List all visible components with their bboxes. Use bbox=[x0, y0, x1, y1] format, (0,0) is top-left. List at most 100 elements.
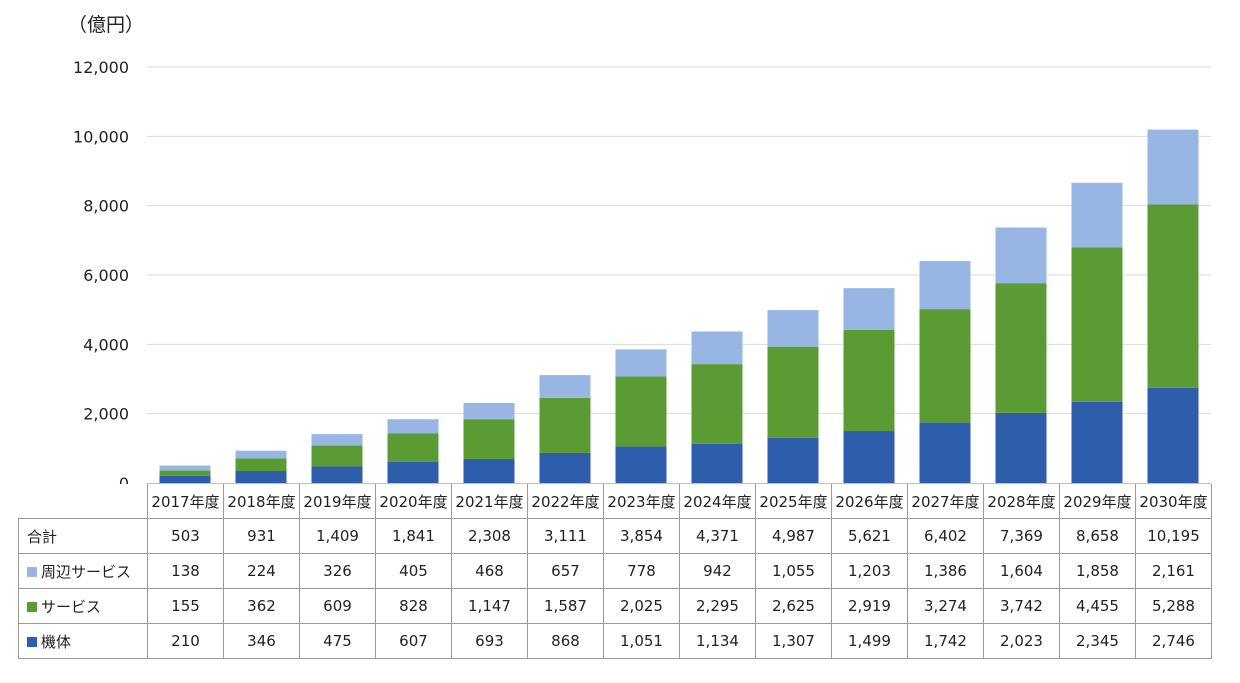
table-cell: 5,288 bbox=[1135, 588, 1212, 624]
table-corner bbox=[18, 484, 148, 519]
row-header: サービス bbox=[18, 588, 148, 624]
table-cell: 657 bbox=[527, 553, 604, 589]
bar-segment bbox=[1147, 204, 1199, 388]
bar-segment bbox=[767, 437, 819, 483]
table-cell: 2,625 bbox=[755, 588, 832, 624]
bar-segment bbox=[235, 458, 287, 472]
x-category-label: 2023年度 bbox=[603, 484, 680, 519]
table-cell: 475 bbox=[299, 623, 376, 659]
bar-segment bbox=[463, 419, 515, 459]
table-cell: 931 bbox=[223, 518, 300, 554]
table-cell: 2,295 bbox=[679, 588, 756, 624]
series-name: サービス bbox=[41, 597, 102, 616]
legend-swatch bbox=[27, 566, 37, 577]
row-header: 周辺サービス bbox=[18, 553, 148, 589]
table-cell: 2,025 bbox=[603, 588, 680, 624]
table-cell: 1,147 bbox=[451, 588, 528, 624]
table-cell: 3,742 bbox=[983, 588, 1060, 624]
table-cell: 6,402 bbox=[907, 518, 984, 554]
y-tick-label: 10,000 bbox=[73, 127, 129, 146]
table-cell: 405 bbox=[375, 553, 452, 589]
bar-segment bbox=[843, 431, 895, 483]
table-cell: 10,195 bbox=[1135, 518, 1212, 554]
x-category-label: 2018年度 bbox=[223, 484, 300, 519]
table-cell: 1,051 bbox=[603, 623, 680, 659]
bar-segment bbox=[539, 452, 591, 483]
bar-segment bbox=[235, 450, 287, 459]
table-row: 合計 503 931 1,409 1,841 2,308 3,111 3,854 4,371 4,… bbox=[18, 518, 1212, 554]
bar-segment bbox=[615, 446, 667, 483]
table-row: 周辺サービス 138 224 326 405 468 657 778 942 1,055 1,203… bbox=[18, 553, 1212, 589]
table-cell: 1,409 bbox=[299, 518, 376, 554]
y-tick-label: 4,000 bbox=[83, 335, 129, 354]
table-cell: 7,369 bbox=[983, 518, 1060, 554]
table-cell: 4,987 bbox=[755, 518, 832, 554]
table-cell: 2,919 bbox=[831, 588, 908, 624]
table-cell: 1,307 bbox=[755, 623, 832, 659]
bar-segment bbox=[387, 433, 439, 462]
table-cell: 155 bbox=[147, 588, 224, 624]
table-cell: 224 bbox=[223, 553, 300, 589]
table-cell: 503 bbox=[147, 518, 224, 554]
table-cell: 1,134 bbox=[679, 623, 756, 659]
table-cell: 468 bbox=[451, 553, 528, 589]
bar-segment bbox=[539, 375, 591, 398]
table-cell: 346 bbox=[223, 623, 300, 659]
table-cell: 778 bbox=[603, 553, 680, 589]
bar-segment bbox=[691, 443, 743, 483]
table-cell: 1,604 bbox=[983, 553, 1060, 589]
bar-segment bbox=[1071, 182, 1123, 248]
y-tick-label: 2,000 bbox=[83, 405, 129, 424]
table-cell: 210 bbox=[147, 623, 224, 659]
series-name: 合計 bbox=[27, 527, 58, 546]
y-tick-label: 8,000 bbox=[83, 197, 129, 216]
bar-segment bbox=[387, 419, 439, 434]
bar-segment bbox=[691, 331, 743, 365]
table-cell: 1,203 bbox=[831, 553, 908, 589]
bar-segment bbox=[539, 397, 591, 453]
table-cell: 3,854 bbox=[603, 518, 680, 554]
bar-segment bbox=[311, 466, 363, 483]
x-category-label: 2030年度 bbox=[1135, 484, 1212, 519]
x-category-label: 2026年度 bbox=[831, 484, 908, 519]
bar-segment bbox=[1071, 401, 1123, 483]
y-tick-label: 0 bbox=[119, 474, 129, 484]
bar-segment bbox=[463, 402, 515, 420]
legend-swatch bbox=[27, 636, 37, 647]
table-cell: 3,274 bbox=[907, 588, 984, 624]
bar-segment bbox=[463, 458, 515, 483]
table-cell: 4,455 bbox=[1059, 588, 1136, 624]
table-cell: 1,742 bbox=[907, 623, 984, 659]
table-cell: 1,858 bbox=[1059, 553, 1136, 589]
bar-segment bbox=[919, 422, 971, 483]
bar-segment bbox=[1147, 387, 1199, 483]
table-cell: 868 bbox=[527, 623, 604, 659]
unit-label: （億円） bbox=[68, 14, 145, 36]
stacked-bar-chart: 0 2,000 4,000 6,000 8,000 10,000 12,000 bbox=[73, 58, 1211, 484]
table-cell: 1,841 bbox=[375, 518, 452, 554]
row-header: 機体 bbox=[18, 623, 148, 659]
table-row: サービス 155 362 609 828 1,147 1,587 2,025 2,295 2,62… bbox=[18, 588, 1212, 624]
table-cell: 1,386 bbox=[907, 553, 984, 589]
bar-segment bbox=[919, 309, 971, 423]
y-tick-label: 6,000 bbox=[83, 266, 129, 285]
table-cell: 8,658 bbox=[1059, 518, 1136, 554]
x-category-label: 2019年度 bbox=[299, 484, 376, 519]
bar-segment bbox=[995, 412, 1047, 483]
bar-segment bbox=[159, 470, 211, 476]
legend-swatch bbox=[27, 601, 37, 612]
bar-segment bbox=[311, 445, 363, 467]
bar-segment bbox=[995, 283, 1047, 413]
bar-segment bbox=[843, 288, 895, 330]
table-cell: 2,345 bbox=[1059, 623, 1136, 659]
x-category-label: 2017年度 bbox=[147, 484, 224, 519]
bar-segment bbox=[159, 465, 211, 471]
bar-segment bbox=[1071, 247, 1123, 402]
bar-segment bbox=[843, 329, 895, 432]
table-cell: 362 bbox=[223, 588, 300, 624]
series-name: 周辺サービス bbox=[41, 562, 132, 581]
x-category-label: 2029年度 bbox=[1059, 484, 1136, 519]
x-category-label: 2024年度 bbox=[679, 484, 756, 519]
x-category-label: 2021年度 bbox=[451, 484, 528, 519]
table-cell: 4,371 bbox=[679, 518, 756, 554]
